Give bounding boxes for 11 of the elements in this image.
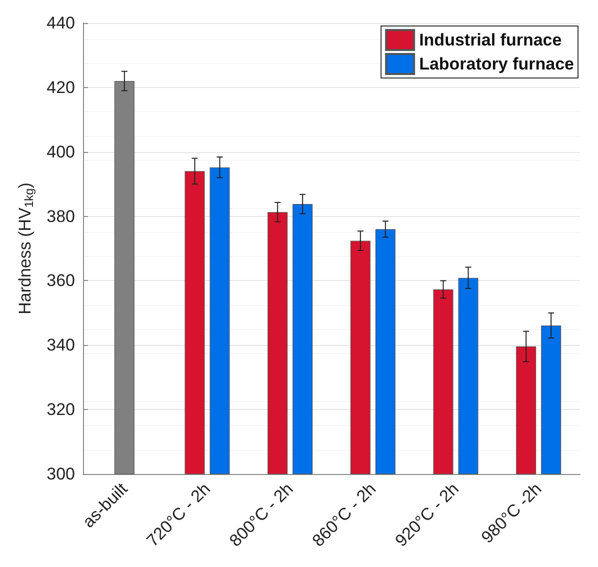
y-tick-label: 340 [46,336,75,355]
y-tick-label: 380 [46,206,75,226]
y-tick-label: 320 [46,400,75,420]
legend-label: Laboratory furnace [419,54,574,74]
legend-label: Industrial furnace [419,30,562,50]
y-tick-label: 400 [46,142,75,162]
y-tick-label: 300 [46,464,75,484]
y-tick-label: 440 [46,14,75,32]
y-axis-title: Hardness (HV1kg) [16,182,36,314]
y-tick-label: 360 [46,271,75,290]
y-tick-label: 420 [46,78,75,97]
